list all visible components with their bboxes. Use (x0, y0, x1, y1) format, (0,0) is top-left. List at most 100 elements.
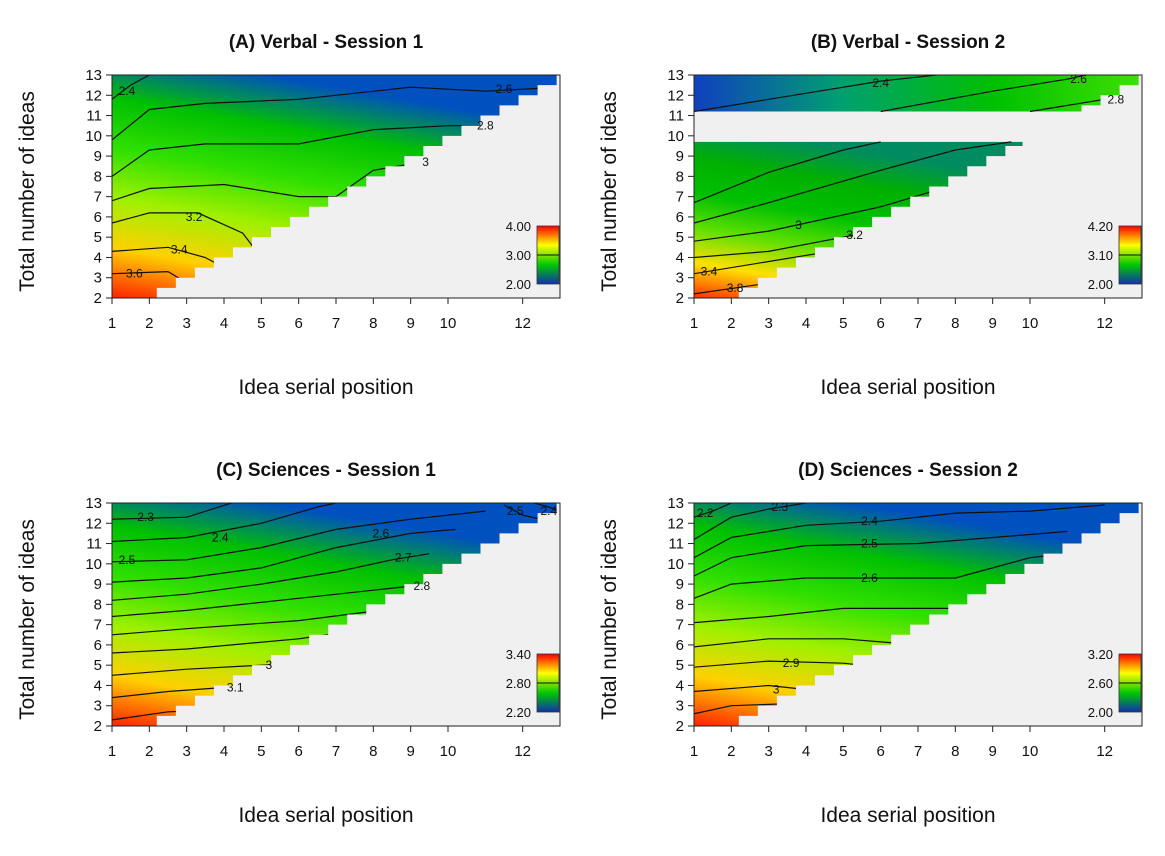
contour-label: 2.4 (872, 76, 889, 90)
y-tick-label: 13 (667, 67, 684, 84)
y-tick-label: 12 (667, 87, 684, 104)
y-tick-label: 7 (94, 617, 102, 634)
x-tick-label: 9 (988, 743, 996, 760)
chart-title: (C) Sciences - Session 1 (216, 460, 436, 481)
y-tick-label: 8 (94, 168, 102, 185)
y-tick-label: 10 (667, 128, 684, 145)
chart-d-svg: 2.2 2.32.42.52.62.931 2 3 4 5 6 7 8 9 10 1223456789… (598, 460, 1143, 827)
colorbar-tick-label: 3.10 (1088, 248, 1113, 263)
y-tick-label: 4 (94, 249, 102, 266)
x-tick-label: 4 (802, 315, 810, 332)
y-tick-label: 6 (676, 209, 684, 226)
x-tick-label: 3 (764, 315, 772, 332)
contour-label: 2.6 (1070, 72, 1087, 86)
x-tick-label: 5 (257, 315, 265, 332)
x-tick-label: 3 (182, 315, 190, 332)
colorbar-tick-label: 3.00 (506, 248, 531, 263)
y-tick-label: 3 (94, 270, 102, 287)
contour-label: 2.4 (861, 514, 878, 528)
x-tick-label: 1 (690, 743, 698, 760)
x-tick-label: 8 (951, 315, 959, 332)
contour-line (112, 161, 422, 202)
colorbar-tick-label: 4.20 (1088, 219, 1113, 234)
x-tick-label: 3 (182, 743, 190, 760)
y-tick-label: 11 (668, 108, 684, 125)
contour-label: 3.8 (727, 281, 744, 295)
y-tick-label: 12 (667, 515, 684, 532)
contour-label: 3.6 (126, 267, 143, 281)
contour-line (112, 553, 430, 601)
y-tick-label: 11 (668, 536, 684, 553)
y-tick-label: 13 (85, 67, 102, 84)
panel-a: 2.4 2.6 2.8 3 3.2 3.4 3.6 1 2 3 4 5 6 7 8 9 10 12 2 3 4 5 6 7 8 9… (0, 0, 580, 428)
y-tick-label: 6 (94, 637, 102, 654)
contour-label: 2.7 (395, 551, 412, 565)
x-tick-label: 12 (514, 315, 531, 332)
x-tick-label: 1 (108, 315, 116, 332)
x-tick-label: 9 (406, 315, 414, 332)
y-tick-label: 12 (85, 515, 102, 532)
y-tick-label: 2 (676, 718, 684, 735)
y-tick-label: 6 (676, 637, 684, 654)
contour-line (694, 75, 937, 113)
contour-label: 2.5 (861, 537, 878, 551)
contour-label: 2.6 (861, 571, 878, 585)
y-tick-label: 7 (676, 617, 684, 634)
x-axis-label: Idea serial position (820, 804, 995, 827)
y-axis-label: Total number of ideas (598, 91, 621, 292)
colorbar-tick-label: 4.00 (506, 219, 531, 234)
y-tick-label: 2 (94, 718, 102, 735)
contour-label: 2.8 (477, 119, 494, 133)
y-tick-label: 2 (94, 290, 102, 307)
contour-label: 3.1 (227, 680, 244, 694)
contour-label: 2.8 (414, 579, 431, 593)
y-tick-label: 10 (85, 128, 102, 145)
x-tick-label: 9 (406, 743, 414, 760)
chart-title: (B) Verbal - Session 2 (811, 32, 1005, 53)
x-tick-label: 4 (802, 743, 810, 760)
y-tick-label: 13 (667, 495, 684, 512)
contour-line (694, 141, 1012, 224)
contour-line (112, 212, 262, 258)
contour-line (112, 86, 560, 141)
contour-label: 3 (422, 155, 429, 169)
contour-label: 2.5 (507, 504, 524, 518)
x-tick-label: 3 (764, 743, 772, 760)
x-tick-label: 2 (145, 743, 153, 760)
y-tick-label: 10 (85, 556, 102, 573)
contour-line (112, 75, 150, 100)
x-tick-label: 7 (914, 743, 922, 760)
x-tick-label: 5 (839, 315, 847, 332)
x-tick-label: 2 (145, 315, 153, 332)
contour-label: 3 (265, 658, 272, 672)
colorbar-tick-label: 3.20 (1088, 647, 1113, 662)
colorbar-tick-label: 2.00 (1088, 277, 1113, 292)
colorbar-tick-label: 2.20 (506, 705, 531, 720)
x-tick-label: 7 (332, 315, 340, 332)
panel-c: 2.3 2.4 2.5 2.6 2.7 2.8 3 3.1 2.5 2.4 1 2 3 4 5 6 7 8 9 10 1… (0, 428, 580, 856)
x-tick-label: 9 (988, 315, 996, 332)
chart-b-svg: 2.4 2.62.833.23.43.81 2 3 4 5 6 7 8 9 10 1223456789… (598, 32, 1143, 399)
contour-label: 2.8 (1108, 92, 1125, 106)
contour-line (112, 607, 396, 636)
y-tick-label: 7 (676, 189, 684, 206)
x-tick-label: 10 (440, 743, 457, 760)
colorbar-tick-label: 3.40 (506, 647, 531, 662)
y-tick-label: 5 (94, 657, 102, 674)
x-tick-label: 10 (1022, 315, 1039, 332)
contour-label: 2.9 (783, 656, 800, 670)
x-tick-label: 5 (839, 743, 847, 760)
x-tick-label: 6 (294, 315, 302, 332)
y-tick-label: 5 (94, 229, 102, 246)
x-axis-label: Idea serial position (238, 376, 413, 399)
x-tick-label: 6 (876, 315, 884, 332)
y-tick-label: 10 (667, 556, 684, 573)
contour-line (112, 503, 232, 520)
y-tick-label: 11 (86, 108, 102, 125)
contour-line (112, 503, 337, 543)
y-tick-label: 8 (676, 596, 684, 613)
contour-label: 2.4 (540, 504, 557, 518)
contour-label: 3.2 (846, 228, 863, 242)
y-tick-label: 12 (85, 87, 102, 104)
y-tick-label: 9 (676, 148, 684, 165)
